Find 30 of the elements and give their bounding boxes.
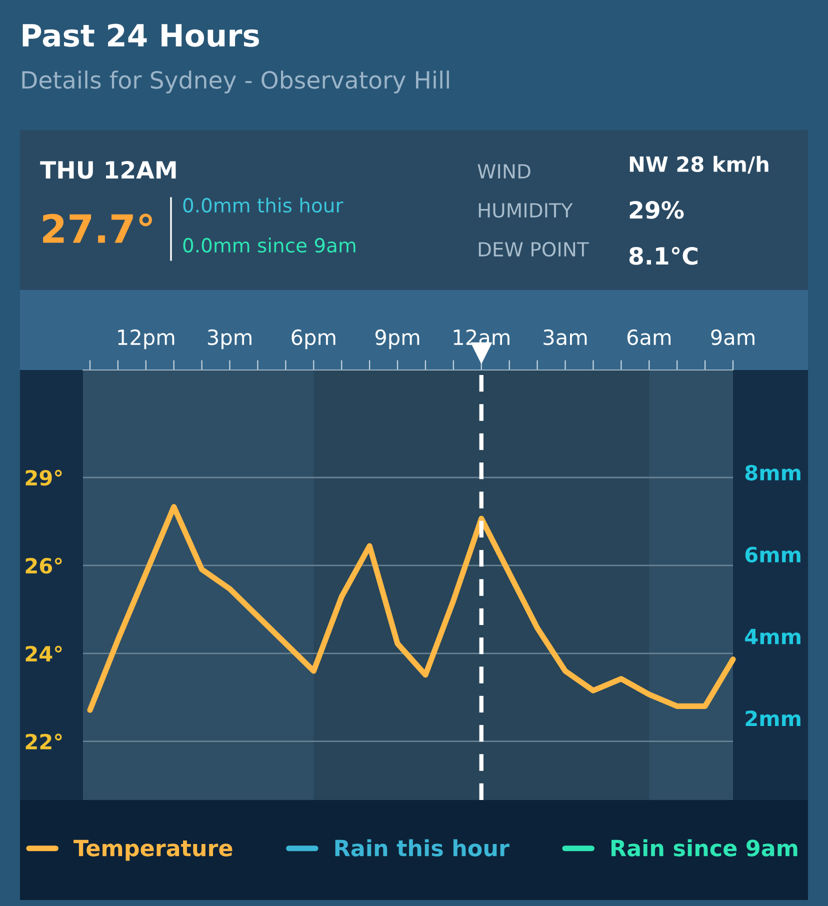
text: THU 12AM [40,160,176,179]
y-tick-label: 29° [26,470,62,486]
legend-label: Rain this hour [335,839,510,856]
x-tick-label: 6am [627,329,671,346]
x-tick-label: 3pm [208,329,252,350]
text: WIND [478,164,530,178]
x-tick-label: 9pm [375,329,420,350]
legend-label: Temperature [74,840,232,861]
y-tick-label: 26° [26,558,62,574]
text: 0.0mm this hour [183,198,344,213]
y2-tick-label: 4mm [745,628,800,644]
text: 29% [630,200,684,219]
x-tick-label: 9am [711,329,754,346]
text: 8.1°C [629,246,698,265]
legend-label: Rain since 9am [612,839,798,856]
x-tick-label: 3am [544,329,587,346]
y2-tick-label: 6mm [745,546,800,562]
text: NW 28 km/h [630,156,768,174]
x-tick-label: 6pm [292,329,336,350]
text: 0.0mm since 9am [183,238,356,253]
x-tick-label: 12pm [118,329,174,350]
chart-title: Past 24 Hours [22,24,259,47]
y-tick-label: 22° [26,734,62,750]
y2-tick-label: 2mm [746,710,800,726]
chart-subtitle: Details for Sydney - Observatory Hill [22,70,449,94]
y-tick-label: 24° [26,646,62,662]
text: HUMIDITY [478,203,573,218]
text: 27.7° [43,214,152,243]
y2-tick-label: 8mm [745,464,800,481]
text: DEW POINT [478,242,589,257]
